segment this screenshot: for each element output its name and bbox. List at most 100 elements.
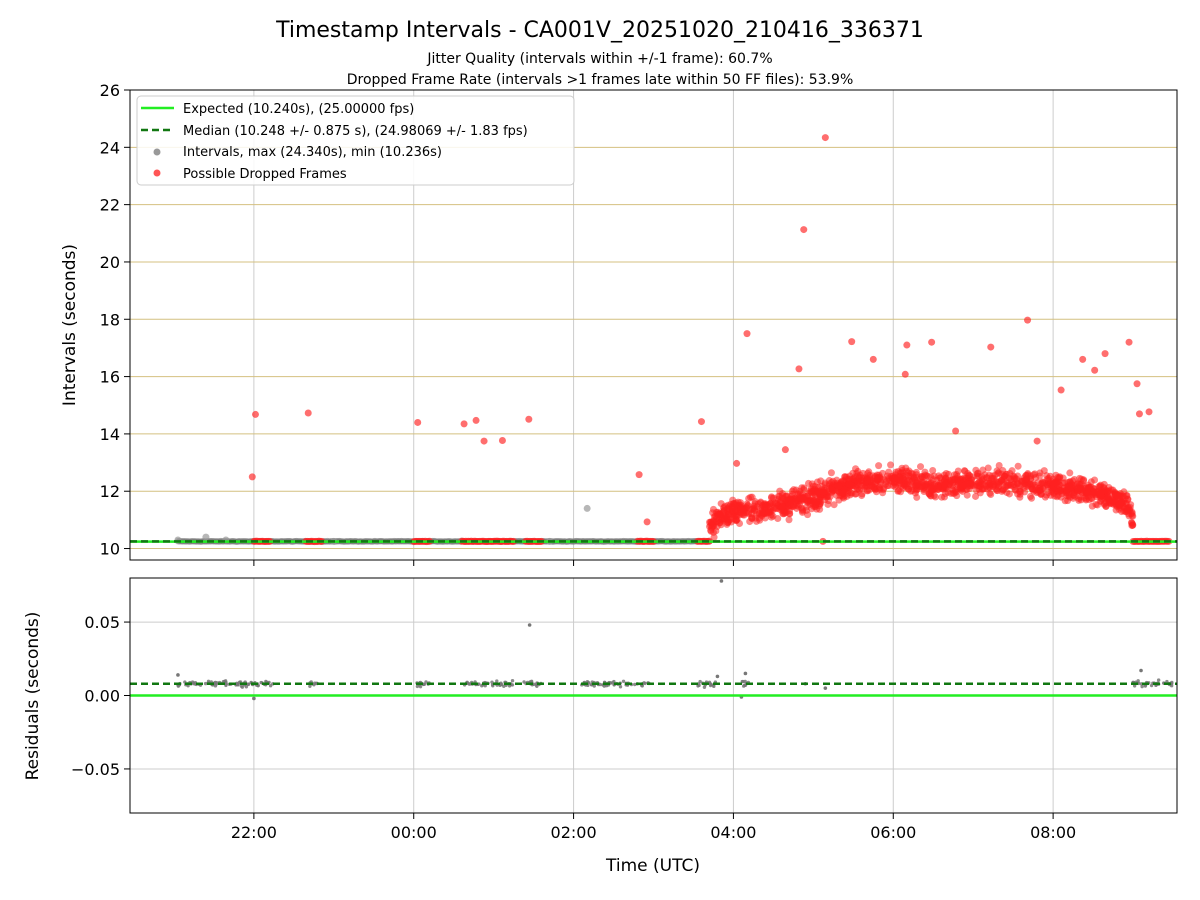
top-y-tick-label-8: 26: [100, 81, 120, 100]
dropped-frame-point: [1033, 437, 1041, 445]
legend-median-label: Median (10.248 +/- 0.875 s), (24.98069 +…: [183, 124, 528, 139]
dropped-frame-point: [858, 492, 866, 500]
dropped-frame-point: [1118, 508, 1126, 516]
residual-point: [743, 671, 748, 676]
legend-intervals-swatch: [153, 148, 161, 156]
dropped-frame-point: [1135, 410, 1143, 418]
dropped-frame-point: [1074, 484, 1082, 492]
dropped-frame-point: [941, 483, 949, 491]
dropped-frame-point: [949, 475, 957, 483]
dropped-frame-point: [1084, 484, 1092, 492]
residual-point: [1149, 683, 1154, 688]
dropped-frame-point: [248, 473, 256, 481]
dropped-frame-point: [480, 437, 488, 445]
x-tick-label-5: 08:00: [1030, 823, 1076, 842]
chart-subtitle-dropped: Dropped Frame Rate (intervals >1 frames …: [347, 72, 854, 88]
residual-point: [502, 684, 506, 689]
dropped-frame-point: [1125, 512, 1133, 520]
dropped-frame-point: [1028, 494, 1036, 502]
bottom-y-tick-label-1: 0.00: [84, 687, 120, 706]
dropped-frame-point: [720, 507, 728, 515]
residual-point: [696, 684, 700, 688]
x-tick-label-4: 06:00: [870, 823, 916, 842]
dropped-frame-point: [1056, 487, 1064, 495]
dropped-frame-point: [768, 494, 776, 502]
dropped-frame-point: [917, 463, 925, 471]
chart-title: Timestamp Intervals - CA001V_20251020_21…: [275, 18, 924, 43]
dropped-frame-point: [807, 485, 815, 493]
dropped-frame-point: [731, 501, 739, 509]
dropped-frame-point: [723, 513, 731, 521]
dropped-frame-point: [1079, 355, 1087, 363]
dropped-frame-point: [1097, 489, 1105, 497]
dropped-frame-point: [779, 503, 787, 511]
dropped-frame-point: [942, 474, 950, 482]
dropped-frame-point: [1116, 501, 1124, 509]
top-y-tick-label-0: 10: [100, 540, 120, 559]
dropped-frame-point: [988, 472, 996, 480]
dropped-frame-point: [1112, 506, 1120, 514]
residual-point: [740, 679, 744, 684]
dropped-frame-point: [986, 480, 994, 488]
dropped-frame-point: [845, 480, 853, 488]
dropped-frame-point: [938, 493, 946, 501]
residual-point: [1156, 678, 1161, 682]
dropped-frame-point: [304, 409, 312, 417]
bottom-y-tick-label-0: 0.05: [84, 613, 120, 632]
dropped-frame-point: [705, 522, 713, 530]
top-y-tick-label-4: 18: [100, 310, 120, 329]
legend-expected-label: Expected (10.240s), (25.00000 fps): [183, 102, 414, 117]
dropped-frame-point: [952, 427, 960, 435]
dropped-frame-point: [525, 415, 533, 423]
dropped-frame-point: [774, 515, 782, 523]
dropped-frame-point: [746, 518, 754, 526]
dropped-frame-point: [697, 418, 705, 426]
dropped-frame-point: [821, 479, 829, 487]
dropped-frame-point: [763, 502, 771, 510]
dropped-frame-point: [888, 478, 896, 486]
dropped-frame-point: [786, 501, 794, 509]
residual-point: [1132, 684, 1137, 688]
top-y-axis: 10 12 14 16 18 20 22 24 26: [100, 81, 130, 559]
dropped-frame-point: [839, 490, 847, 498]
legend-box: [136, 95, 575, 186]
top-y-tick-label-3: 16: [100, 368, 120, 387]
dropped-frame-point: [1036, 472, 1044, 480]
residual-point: [633, 682, 637, 687]
residual-point: [1136, 679, 1140, 683]
dropped-frame-point: [1087, 478, 1095, 486]
dropped-frame-point: [995, 468, 1003, 476]
dropped-frame-point: [973, 470, 981, 478]
dropped-frame-point: [869, 355, 877, 363]
residual-point: [235, 682, 239, 687]
residual-point: [743, 679, 747, 684]
dropped-frame-point: [1024, 470, 1032, 478]
dropped-frame-point: [894, 487, 902, 495]
dropped-frame-point: [876, 473, 884, 481]
residual-point: [268, 684, 273, 688]
top-y-tick-label-6: 22: [100, 196, 120, 215]
bottom-y-tick-label-2: −0.05: [71, 760, 120, 779]
dropped-frame-point: [1014, 462, 1022, 470]
dropped-frame-point: [712, 518, 720, 526]
dropped-frame-point: [796, 494, 804, 502]
dropped-frame-point: [1005, 490, 1013, 498]
dropped-frame-point: [1133, 380, 1141, 388]
x-tick-label-0: 22:00: [231, 823, 277, 842]
residual-point: [527, 623, 532, 627]
dropped-frame-point: [983, 474, 991, 482]
dropped-frame-point: [1045, 474, 1053, 482]
dropped-frame-point: [1125, 338, 1133, 346]
residual-point: [240, 685, 245, 689]
dropped-frame-point: [1048, 487, 1056, 495]
dropped-frame-point: [869, 472, 877, 480]
dropped-frame-point: [870, 484, 878, 492]
dropped-frame-point: [928, 338, 936, 346]
top-y-tick-label-5: 20: [100, 253, 120, 272]
dropped-frame-point: [819, 488, 827, 496]
top-data-points: [174, 134, 1173, 546]
dropped-frame-point: [751, 500, 759, 508]
dropped-frame-point: [1022, 482, 1030, 490]
dropped-frame-point: [1066, 469, 1074, 477]
dropped-frame-point: [1016, 487, 1024, 495]
